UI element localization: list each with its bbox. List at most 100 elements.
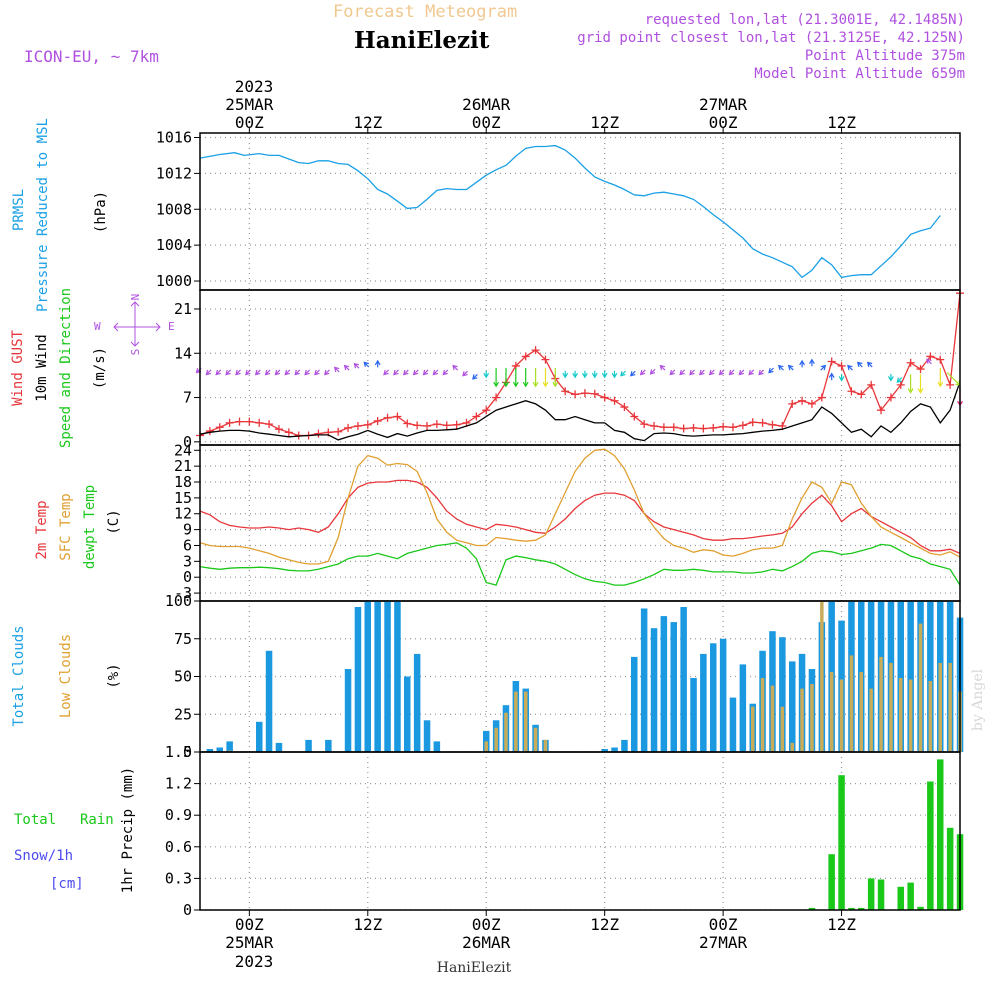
gust-marker-67 <box>857 390 866 399</box>
wind-arrow-30 <box>493 368 500 388</box>
gust-marker-14 <box>334 427 343 436</box>
bar-clouds-0-40 <box>601 749 608 752</box>
wind-arrow-3 <box>225 369 232 376</box>
wind-arrow-21 <box>402 369 409 376</box>
gust-marker-22 <box>413 421 422 430</box>
wind-arrow-62 <box>808 358 815 367</box>
bottom-tick-label-2: 00Z <box>472 915 501 934</box>
bar-clouds-0-58 <box>779 637 786 752</box>
wind-arrow-18 <box>374 359 381 368</box>
wind-arrow-39 <box>581 370 588 379</box>
bar-precip-0-8 <box>897 886 904 910</box>
bar-clouds-1-15 <box>810 684 814 752</box>
bar-clouds-1-26 <box>918 623 923 752</box>
gust-marker-68 <box>867 380 876 389</box>
location-title: HaniElezit <box>354 27 490 54</box>
bar-clouds-0-0 <box>206 749 214 752</box>
ytick-label-pressure-3: 1012 <box>156 164 192 182</box>
wind-arrow-74 <box>937 368 944 388</box>
ytick-label-clouds-0: 0 <box>183 743 192 761</box>
wind-arrow-14 <box>333 366 340 373</box>
bar-clouds-0-22 <box>423 720 431 752</box>
ytick-label-pressure-2: 1008 <box>156 200 192 218</box>
bottom-date-label-4: 27MAR <box>699 933 748 952</box>
wind-arrow-52 <box>708 369 715 376</box>
gust-marker-74 <box>926 352 935 361</box>
gust-marker-35 <box>541 355 550 364</box>
wind-arrow-54 <box>728 369 735 376</box>
wind-arrow-57 <box>758 369 765 376</box>
wind-arrow-50 <box>689 369 696 376</box>
ytick-label-temperature-9: 24 <box>174 441 192 459</box>
gust-marker-26 <box>452 420 461 429</box>
wind-arrow-7 <box>264 369 271 376</box>
frame-pressure <box>199 132 961 291</box>
bar-clouds-1-6 <box>533 727 538 752</box>
gust-marker-43 <box>620 403 629 412</box>
wind-arrow-58 <box>768 367 774 374</box>
requested-coords: requested lon,lat (21.3001E, 42.1485N) <box>645 12 965 28</box>
gust-marker-25 <box>442 421 451 430</box>
bar-clouds-0-67 <box>867 601 875 752</box>
ytick-label-precip-1: 0.3 <box>165 869 192 887</box>
bar-precip-0-0 <box>808 907 816 910</box>
gust-marker-4 <box>235 417 244 426</box>
wind-arrow-73 <box>926 358 932 365</box>
ytick-label-temperature-6: 15 <box>174 489 192 507</box>
wind-arrow-60 <box>787 364 794 371</box>
gust-marker-69 <box>877 406 886 415</box>
gust-marker-73 <box>916 365 925 374</box>
ytick-label-clouds-1: 25 <box>174 705 192 723</box>
gust-marker-5 <box>245 417 254 426</box>
temp-unit: (C) <box>106 509 122 534</box>
gust-marker-3 <box>225 418 234 427</box>
bar-clouds-0-52 <box>719 638 727 753</box>
wind-arrow-41 <box>601 370 608 379</box>
compass-w: W <box>94 320 101 333</box>
bar-clouds-0-48 <box>680 607 687 752</box>
bottom-tick-label-3: 12Z <box>590 915 619 934</box>
sfc-temp-label: SFC Temp <box>58 493 74 560</box>
gust-marker-33 <box>521 352 530 361</box>
ytick-label-precip-3: 0.9 <box>165 806 192 824</box>
ytick-label-wind-0: 0 <box>183 433 192 451</box>
bar-clouds-1-11 <box>770 685 775 752</box>
wind-arrow-15 <box>343 364 350 371</box>
gust-marker-55 <box>738 421 747 430</box>
gust-marker-58 <box>768 420 777 429</box>
bottom-date-label-2: 26MAR <box>462 933 511 952</box>
bar-clouds-0-44 <box>640 608 648 752</box>
wind-arrow-66 <box>847 364 853 371</box>
bar-clouds-1-2 <box>494 727 498 752</box>
bar-clouds-1-27 <box>928 681 933 752</box>
gust-marker-71 <box>896 380 905 389</box>
bar-clouds-1-24 <box>899 678 903 752</box>
wind-arrow-59 <box>777 364 784 371</box>
wind-arrow-1 <box>205 369 212 376</box>
bar-clouds-0-5 <box>256 721 263 752</box>
pressure-unit: (hPa) <box>93 191 109 233</box>
gust-marker-75 <box>936 355 945 364</box>
wind-arrow-35 <box>542 368 549 388</box>
gust-label: Wind GUST <box>10 330 26 406</box>
gust-marker-44 <box>630 412 639 421</box>
bar-clouds-1-13 <box>790 742 794 752</box>
bar-clouds-0-46 <box>660 616 668 752</box>
wind-arrow-70 <box>896 377 903 383</box>
wind-unit: (m/s) <box>92 347 108 389</box>
panel-clouds: 0 25 50 75 100 <box>165 592 964 761</box>
series-temperature-1 <box>199 448 961 565</box>
ytick-label-clouds-3: 75 <box>174 630 192 648</box>
bar-clouds-0-15 <box>354 607 362 752</box>
series-temperature-2 <box>199 542 961 586</box>
wind-arrow-19 <box>383 369 390 376</box>
wind-arrow-8 <box>274 369 281 376</box>
gust-marker-56 <box>748 418 757 427</box>
wind-arrow-37 <box>562 370 569 379</box>
bar-clouds-0-53 <box>729 697 737 752</box>
gust-marker-64 <box>827 357 836 366</box>
bar-clouds-1-12 <box>780 706 785 752</box>
gust-marker-45 <box>640 420 649 429</box>
ytick-label-temperature-3: 6 <box>183 536 192 554</box>
